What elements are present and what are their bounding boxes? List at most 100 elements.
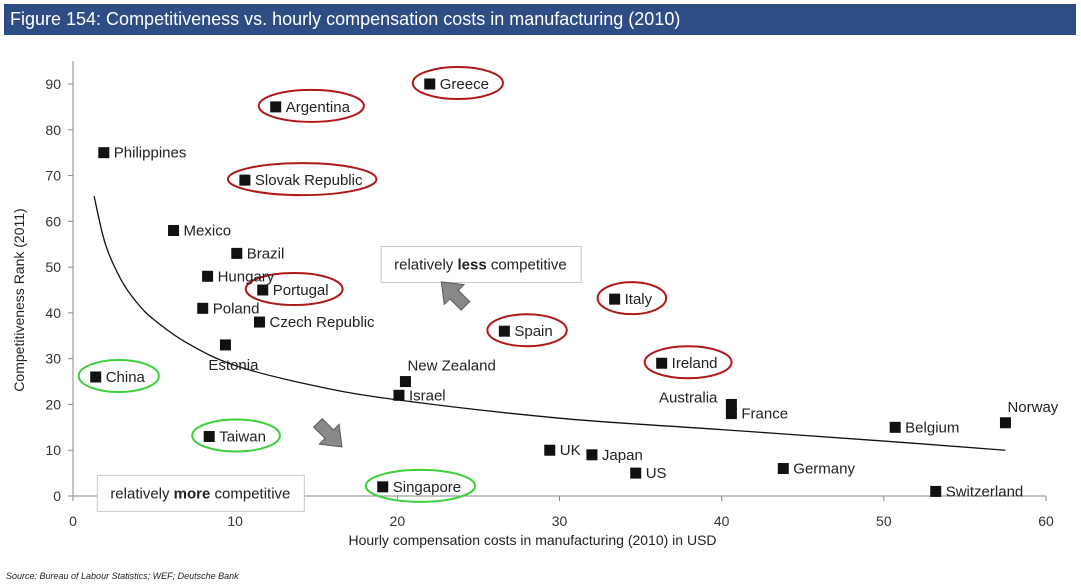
x-tick-label: 20 [390, 513, 406, 529]
y-tick-label: 30 [45, 351, 61, 367]
point-taiwan [203, 430, 215, 442]
label-estonia: Estonia [208, 357, 259, 374]
point-singapore [377, 481, 389, 493]
less-competitive-text-part: competitive [487, 257, 567, 274]
label-new-zealand: New Zealand [407, 358, 495, 375]
x-tick-label: 60 [1038, 513, 1054, 529]
point-spain [498, 325, 510, 337]
label-greece: Greece [440, 76, 489, 93]
oval-ireland [643, 345, 733, 380]
oval-china [77, 358, 160, 393]
label-slovak-republic: Slovak Republic [255, 172, 363, 189]
point-hungary [202, 270, 214, 282]
axes: 0 10 20 30 40 50 60 0 10 20 30 40 50 60 70 80 90 Hourly c… [11, 61, 1054, 548]
point-argentina [270, 101, 282, 113]
x-tick-label: 10 [227, 513, 243, 529]
less-competitive-arrow [440, 281, 471, 311]
less-competitive-arrow-group [440, 281, 471, 311]
y-axis-title: Competitiveness Rank (2011) [11, 208, 27, 391]
point-germany [777, 463, 789, 475]
y-tick-label: 10 [45, 442, 61, 458]
y-tick-label: 90 [45, 76, 61, 92]
label-mexico: Mexico [184, 222, 232, 239]
oval-singapore [364, 468, 477, 503]
less-competitive-box [380, 246, 582, 284]
point-switzerland [930, 485, 942, 497]
label-brazil: Brazil [247, 245, 285, 262]
label-japan: Japan [602, 447, 643, 464]
trend-curve [93, 196, 1006, 451]
label-australia: Australia [659, 389, 718, 406]
point-greece [424, 78, 436, 90]
point-israel [393, 389, 405, 401]
data-points: Philippines Greece Argentina Slovak Republi… [90, 76, 1059, 500]
point-italy [609, 293, 621, 305]
figure-title-bar: Figure 154: Competitiveness vs. hourly c… [4, 4, 1076, 35]
x-tick-label: 30 [552, 513, 568, 529]
point-uk [544, 444, 556, 456]
label-ireland: Ireland [672, 355, 718, 372]
label-belgium: Belgium [905, 419, 959, 436]
y-tick-label: 80 [45, 122, 61, 138]
figure-title: Figure 154: Competitiveness vs. hourly c… [10, 9, 681, 29]
label-czech-republic: Czech Republic [269, 314, 375, 331]
point-france [725, 408, 737, 420]
label-argentina: Argentina [286, 99, 351, 116]
label-italy: Italy [625, 291, 653, 308]
less-competitive-text-part: relatively [394, 257, 457, 274]
y-tick-label: 20 [45, 396, 61, 412]
label-uk: UK [560, 442, 581, 459]
less-competitive-text: relatively less competitive [394, 257, 567, 274]
label-poland: Poland [213, 300, 260, 317]
point-philippines [98, 147, 110, 159]
label-switzerland: Switzerland [946, 483, 1024, 500]
oval-taiwan [191, 418, 281, 453]
y-tick-label: 50 [45, 259, 61, 275]
label-china: China [106, 369, 146, 386]
oval-argentina [257, 88, 365, 123]
y-tick-label: 40 [45, 305, 61, 321]
point-ireland [656, 357, 668, 369]
label-norway: Norway [1007, 399, 1058, 416]
more-competitive-text: relatively more competitive [110, 485, 290, 502]
label-portugal: Portugal [273, 282, 329, 299]
label-spain: Spain [514, 323, 552, 340]
y-tick-label: 70 [45, 168, 61, 184]
label-israel: Israel [409, 387, 446, 404]
label-hungary: Hungary [218, 268, 275, 285]
point-norway [999, 417, 1011, 429]
x-tick-label: 40 [714, 513, 730, 529]
y-tick-label: 0 [53, 488, 61, 504]
label-france: France [741, 406, 788, 423]
x-tick-label: 0 [69, 513, 77, 529]
x-axis-title: Hourly compensation costs in manufacturi… [348, 532, 716, 548]
more-competitive-box [96, 474, 305, 512]
more-competitive-text-part: more [174, 485, 211, 502]
point-mexico [168, 224, 180, 236]
point-brazil [231, 247, 243, 259]
point-belgium [889, 421, 901, 433]
label-germany: Germany [793, 461, 855, 478]
more-competitive-text-part: competitive [210, 485, 290, 502]
point-japan [586, 449, 598, 461]
more-competitive-arrow-group [312, 417, 343, 448]
oval-slovak-republic [226, 162, 378, 197]
label-singapore: Singapore [393, 479, 461, 496]
point-new-zealand [399, 376, 411, 388]
point-poland [197, 302, 209, 314]
oval-portugal [244, 272, 344, 306]
x-tick-label: 50 [876, 513, 892, 529]
highlight-ovals [77, 66, 733, 503]
label-taiwan: Taiwan [219, 428, 266, 445]
more-competitive-text-part: relatively [110, 485, 173, 502]
oval-spain [486, 313, 568, 348]
less-competitive-text-part: less [457, 257, 486, 274]
label-philippines: Philippines [114, 145, 187, 162]
trend-curve-group [93, 196, 1006, 451]
oval-greece [411, 66, 504, 100]
point-estonia [219, 339, 231, 351]
point-czech-republic [253, 316, 265, 328]
point-australia [725, 398, 737, 410]
